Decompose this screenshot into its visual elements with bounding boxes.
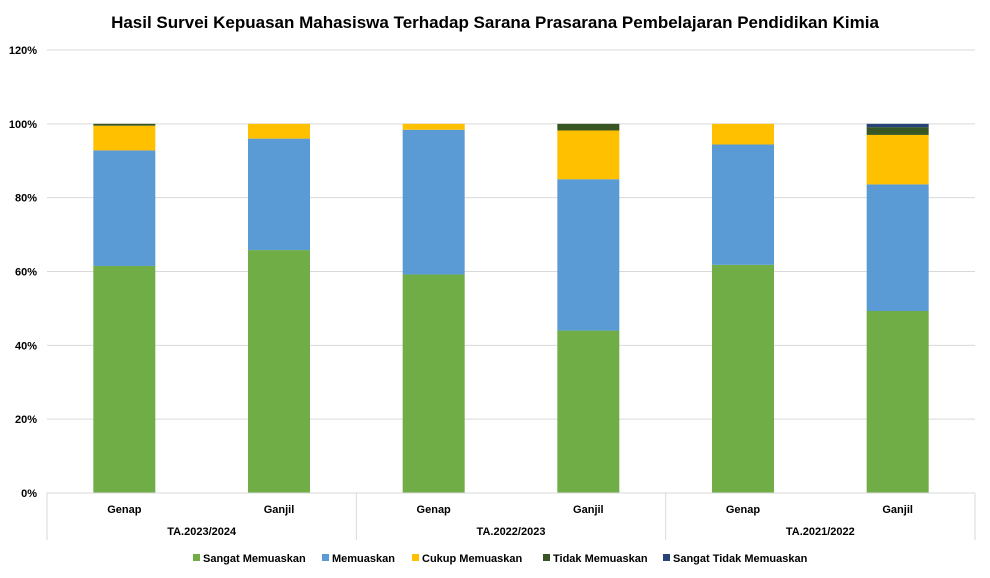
y-axis-tick-labels: 0% 20% 40% 60% 80% 100% 120% (9, 45, 37, 500)
x-category-label: Ganjil (573, 504, 604, 516)
y-tick-label: 120% (9, 45, 37, 57)
bar-segment (248, 123, 310, 139)
legend-label: Memuaskan (332, 553, 395, 565)
x-category-label: Ganjil (264, 504, 295, 516)
bar-segment (866, 127, 929, 135)
bar-segment (402, 123, 465, 130)
y-tick-label: 40% (15, 340, 37, 352)
x-axis (46, 492, 976, 540)
x-group-label: TA.2022/2023 (477, 526, 546, 538)
legend-label: Sangat Memuaskan (203, 553, 306, 565)
gridlines (47, 49, 975, 420)
legend-label: Tidak Memuaskan (553, 553, 648, 565)
bar-segment (712, 144, 774, 265)
bar-segment (866, 184, 929, 312)
bar-segment (557, 179, 620, 331)
x-category-label: Genap (417, 504, 452, 516)
bar-segment (866, 123, 929, 128)
legend-swatch (193, 554, 200, 561)
bar-segment (93, 265, 156, 493)
y-tick-label: 20% (15, 414, 37, 426)
x-group-label: TA.2021/2022 (786, 526, 855, 538)
x-category-label: Genap (726, 504, 761, 516)
bar-segment (557, 330, 620, 493)
legend-label: Sangat Tidak Memuaskan (673, 553, 808, 565)
y-tick-label: 0% (21, 488, 37, 500)
bar-segment (402, 274, 465, 493)
legend-swatch (543, 554, 550, 561)
bar-segment (866, 134, 929, 185)
bar-segment (557, 123, 620, 131)
bar-segment (712, 123, 774, 145)
y-tick-label: 60% (15, 267, 37, 279)
legend: Sangat Memuaskan Memuaskan Cukup Memuaskan… (193, 553, 808, 565)
bar-segment (93, 150, 156, 266)
legend-swatch (322, 554, 329, 561)
bars (93, 123, 929, 493)
y-tick-label: 80% (15, 193, 37, 205)
bar-segment (93, 125, 156, 151)
x-category-label: Ganjil (882, 504, 913, 516)
legend-swatch (412, 554, 419, 561)
legend-label: Cukup Memuaskan (422, 553, 523, 565)
bar-segment (557, 130, 620, 180)
x-category-label: Genap (107, 504, 142, 516)
chart-title: Hasil Survei Kepuasan Mahasiswa Terhadap… (111, 13, 879, 32)
y-tick-label: 100% (9, 119, 37, 131)
bar-segment (93, 123, 156, 126)
bar-segment (712, 264, 774, 493)
bar-segment (248, 138, 310, 251)
bar-segment (402, 129, 465, 275)
bar-segment (248, 250, 310, 493)
x-group-label: TA.2023/2024 (167, 526, 237, 538)
x-axis-labels: Genap Ganjil Genap Ganjil Genap Ganjil TA.2023… (107, 504, 913, 538)
legend-swatch (663, 554, 670, 561)
bar-segment (866, 311, 929, 493)
